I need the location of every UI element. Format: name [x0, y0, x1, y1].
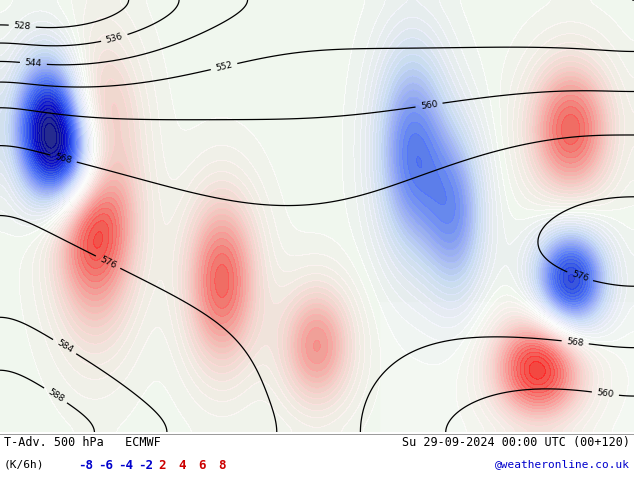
Text: -2: -2	[138, 459, 153, 472]
Text: 536: 536	[105, 32, 124, 45]
Text: 544: 544	[25, 58, 42, 69]
Text: 8: 8	[218, 459, 226, 472]
Text: (K/6h): (K/6h)	[4, 459, 44, 469]
Text: 528: 528	[13, 21, 31, 31]
Text: 576: 576	[98, 254, 118, 270]
Text: 4: 4	[178, 459, 186, 472]
Text: -4: -4	[118, 459, 133, 472]
Text: 560: 560	[420, 99, 438, 111]
Text: 560: 560	[597, 388, 614, 399]
Text: 584: 584	[55, 338, 74, 355]
Text: Su 29-09-2024 00:00 UTC (00+120): Su 29-09-2024 00:00 UTC (00+120)	[402, 436, 630, 449]
Text: 568: 568	[566, 337, 585, 348]
Text: 576: 576	[571, 270, 590, 284]
Text: @weatheronline.co.uk: @weatheronline.co.uk	[495, 459, 630, 469]
Text: 588: 588	[46, 387, 65, 404]
Text: 552: 552	[215, 60, 233, 73]
Text: -6: -6	[98, 459, 113, 472]
Text: 2: 2	[158, 459, 165, 472]
Text: T-Adv. 500 hPa   ECMWF: T-Adv. 500 hPa ECMWF	[4, 436, 161, 449]
Text: -8: -8	[78, 459, 93, 472]
Text: 568: 568	[54, 152, 73, 165]
Text: 6: 6	[198, 459, 205, 472]
